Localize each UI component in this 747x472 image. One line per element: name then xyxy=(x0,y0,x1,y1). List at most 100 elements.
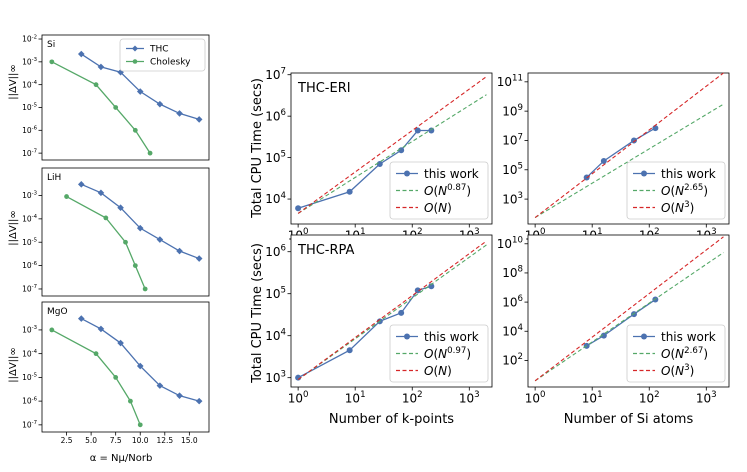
legend-box xyxy=(626,324,726,383)
legend-box xyxy=(389,161,489,220)
series-cholesky-point xyxy=(113,105,119,110)
legend-box xyxy=(626,161,726,220)
series-o-n-2-67--line xyxy=(534,252,724,382)
y-tick-label: 10-5 xyxy=(22,237,37,246)
series-cholesky-point xyxy=(64,194,69,199)
series-cholesky-point xyxy=(103,215,109,221)
series-thc-point xyxy=(156,236,164,243)
legend-label: O(N0.87) xyxy=(424,183,471,198)
eri-si-panel: 1031051071091011100101102103this workO(N… xyxy=(497,72,730,243)
y-tick-label: 10-4 xyxy=(22,214,37,223)
conv-lih-panel: 10-3 10-4 10-5 10-6 10-7 LiH xyxy=(22,167,210,297)
rpa-ylabel: Total CPU Time (secs) xyxy=(250,243,265,384)
eri-kpts-legend: this work O(N0.87) O(N) xyxy=(389,161,489,220)
conv-si-ylabel: ||ΔV||∞ xyxy=(8,64,19,100)
y-tick-label: 10-3 xyxy=(22,191,37,200)
x-tick-label: 101 xyxy=(345,390,366,405)
series-thc-point xyxy=(176,247,183,255)
series-thc-point xyxy=(136,362,144,370)
rpa-kpts-legend: this work O(N0.97) O(N) xyxy=(389,324,489,383)
series-thc-point xyxy=(156,382,164,389)
series-cholesky-point xyxy=(123,239,128,245)
rpa-kpts-xlabel: Number of k-points xyxy=(329,412,454,427)
eri-si-legend: this work O(N2.65) O(N3) xyxy=(626,161,726,220)
series-thc-point xyxy=(97,63,105,71)
series-cholesky-point xyxy=(49,327,55,333)
y-tick-label: 10-6 xyxy=(22,261,37,270)
eri-ylabel: Total CPU Time (secs) xyxy=(250,78,265,219)
x-tick-label: 12.5 xyxy=(156,436,173,445)
y-tick-label: 106 xyxy=(502,294,523,309)
x-tick-label: 15.0 xyxy=(181,436,198,445)
series-thc-point xyxy=(176,110,183,117)
series-thc-point xyxy=(195,397,203,405)
series-this-work-point xyxy=(428,283,435,290)
y-tick-label: 10-7 xyxy=(22,420,37,429)
series-thc-point xyxy=(77,315,85,322)
rpa-kpts-panel-label: THC-RPA xyxy=(297,243,355,258)
legend-marker xyxy=(132,45,138,52)
y-tick-label: 10-2 xyxy=(22,34,37,43)
conv-xlabel: α = Nμ/Norb xyxy=(90,453,153,464)
y-tick-label: 10-7 xyxy=(22,284,37,293)
legend-label: O(N3) xyxy=(661,363,694,378)
y-tick-label: 107 xyxy=(265,67,286,82)
series-this-work-point xyxy=(398,309,405,316)
y-tick-label: 104 xyxy=(265,191,286,206)
series-thc-point xyxy=(97,325,105,333)
series-thc-point xyxy=(117,204,124,212)
legend-label: this work xyxy=(424,330,479,344)
series-o-n-3--line xyxy=(534,236,724,382)
y-tick-label: 10-5 xyxy=(22,103,37,112)
y-tick-label: 10-7 xyxy=(22,148,37,157)
series-cholesky-point xyxy=(137,422,143,428)
conv-mgo-ylabel: ||ΔV||∞ xyxy=(8,347,19,383)
legend-label: Cholesky xyxy=(150,58,191,68)
x-tick-label: 100 xyxy=(525,390,546,405)
legend-label: THC xyxy=(149,45,169,55)
y-tick-label: 10-4 xyxy=(22,80,37,89)
y-tick-label: 102 xyxy=(502,352,523,367)
y-tick-label: 103 xyxy=(502,191,523,206)
y-tick-label: 1010 xyxy=(497,236,523,251)
y-tick-label: 105 xyxy=(265,149,286,164)
legend-label: O(N2.67) xyxy=(661,346,708,361)
series-thc-point xyxy=(156,100,164,108)
legend-label: O(N) xyxy=(424,364,452,378)
series-this-work-point xyxy=(376,161,383,168)
series-thc-point xyxy=(195,116,203,123)
legend-label: O(N3) xyxy=(661,200,694,215)
series-thc-point xyxy=(97,189,105,197)
series-cholesky-point xyxy=(113,374,119,380)
legend-marker xyxy=(404,170,410,177)
legend-marker xyxy=(641,333,647,340)
y-tick-label: 104 xyxy=(502,323,523,338)
series-this-work-point xyxy=(346,347,353,354)
y-tick-label: 10-3 xyxy=(22,57,37,66)
x-tick-label: 7.5 xyxy=(110,436,122,445)
y-tick-label: 10-5 xyxy=(22,373,37,382)
series-cholesky-point xyxy=(132,127,138,133)
x-tick-label: 100 xyxy=(288,390,309,405)
series-thc-point xyxy=(136,224,144,232)
rpa-si-legend: this work O(N2.67) O(N3) xyxy=(626,324,726,383)
conv-lih-ylabel: ||ΔV||∞ xyxy=(8,210,19,246)
series-this-work-point xyxy=(414,287,421,294)
series-cholesky-point xyxy=(49,59,55,65)
legend-label: this work xyxy=(424,167,479,181)
series-thc-point xyxy=(77,50,85,58)
series-this-work-point xyxy=(630,137,637,144)
legend-label: O(N) xyxy=(424,201,452,215)
conv-mgo-panel-label: MgO xyxy=(47,307,68,317)
x-tick-label: 10.0 xyxy=(132,436,149,445)
y-tick-label: 105 xyxy=(502,162,523,177)
y-tick-label: 106 xyxy=(265,108,286,123)
y-tick-label: 103 xyxy=(265,369,286,384)
y-tick-label: 104 xyxy=(265,327,286,342)
legend-label: O(N2.65) xyxy=(661,183,708,198)
x-tick-label: 103 xyxy=(696,390,717,405)
y-tick-label: 106 xyxy=(265,244,286,259)
conv-mgo-frame xyxy=(41,301,210,433)
